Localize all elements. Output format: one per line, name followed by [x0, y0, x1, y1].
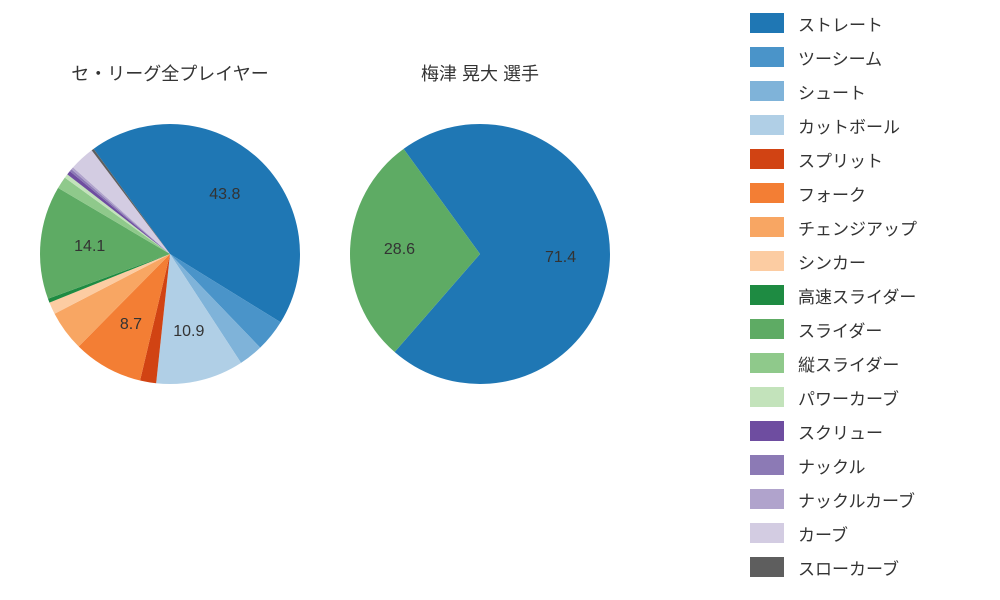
legend-label: ナックルカーブ: [798, 487, 915, 512]
legend-item: パワーカーブ: [750, 380, 1000, 414]
legend-swatch: [750, 183, 784, 203]
legend-swatch: [750, 149, 784, 169]
legend-label: カーブ: [798, 521, 848, 546]
legend-label: フォーク: [798, 181, 866, 206]
legend-swatch: [750, 557, 784, 577]
chart-container: セ・リーグ全プレイヤー 43.810.98.714.1 梅津 晃大 選手 71.428…: [0, 0, 1000, 600]
legend-label: スクリュー: [798, 419, 883, 444]
legend-swatch: [750, 285, 784, 305]
legend-item: フォーク: [750, 176, 1000, 210]
legend-label: シンカー: [798, 249, 866, 274]
pie-chart: [30, 114, 310, 394]
legend-label: ストレート: [798, 11, 883, 36]
chart-title: セ・リーグ全プレイヤー: [71, 60, 268, 84]
pie-chart: [340, 114, 620, 394]
legend-swatch: [750, 81, 784, 101]
legend-item: スクリュー: [750, 414, 1000, 448]
charts-area: セ・リーグ全プレイヤー 43.810.98.714.1 梅津 晃大 選手 71.428…: [0, 0, 740, 600]
pie-wrap: 71.428.6: [340, 114, 620, 394]
legend-swatch: [750, 13, 784, 33]
legend-item: カーブ: [750, 516, 1000, 550]
legend-label: シュート: [798, 79, 866, 104]
legend-swatch: [750, 47, 784, 67]
legend-item: 高速スライダー: [750, 278, 1000, 312]
legend-item: ツーシーム: [750, 40, 1000, 74]
legend-swatch: [750, 455, 784, 475]
legend-swatch: [750, 251, 784, 271]
legend-item: シンカー: [750, 244, 1000, 278]
legend-item: シュート: [750, 74, 1000, 108]
legend-label: チェンジアップ: [798, 215, 917, 240]
legend-label: 高速スライダー: [798, 283, 916, 308]
legend-item: カットボール: [750, 108, 1000, 142]
legend-label: スライダー: [798, 317, 882, 342]
legend-item: スライダー: [750, 312, 1000, 346]
legend-swatch: [750, 387, 784, 407]
legend-item: スプリット: [750, 142, 1000, 176]
legend-swatch: [750, 523, 784, 543]
legend-swatch: [750, 353, 784, 373]
legend-item: 縦スライダー: [750, 346, 1000, 380]
legend-item: ストレート: [750, 6, 1000, 40]
legend-swatch: [750, 319, 784, 339]
legend-label: ツーシーム: [798, 45, 882, 70]
legend-label: カットボール: [798, 113, 900, 138]
legend-swatch: [750, 115, 784, 135]
pie-wrap: 43.810.98.714.1: [30, 114, 310, 394]
legend-item: ナックル: [750, 448, 1000, 482]
legend-label: 縦スライダー: [798, 351, 899, 376]
legend-swatch: [750, 421, 784, 441]
chart-title: 梅津 晃大 選手: [421, 60, 539, 84]
chart-block: 梅津 晃大 選手 71.428.6: [340, 60, 620, 394]
legend-label: スローカーブ: [798, 555, 899, 580]
legend: ストレートツーシームシュートカットボールスプリットフォークチェンジアップシンカー…: [740, 0, 1000, 600]
legend-item: チェンジアップ: [750, 210, 1000, 244]
legend-label: スプリット: [798, 147, 883, 172]
legend-swatch: [750, 217, 784, 237]
legend-item: ナックルカーブ: [750, 482, 1000, 516]
chart-block: セ・リーグ全プレイヤー 43.810.98.714.1: [30, 60, 310, 394]
legend-label: パワーカーブ: [798, 385, 899, 410]
legend-label: ナックル: [798, 453, 866, 478]
legend-swatch: [750, 489, 784, 509]
legend-item: スローカーブ: [750, 550, 1000, 584]
